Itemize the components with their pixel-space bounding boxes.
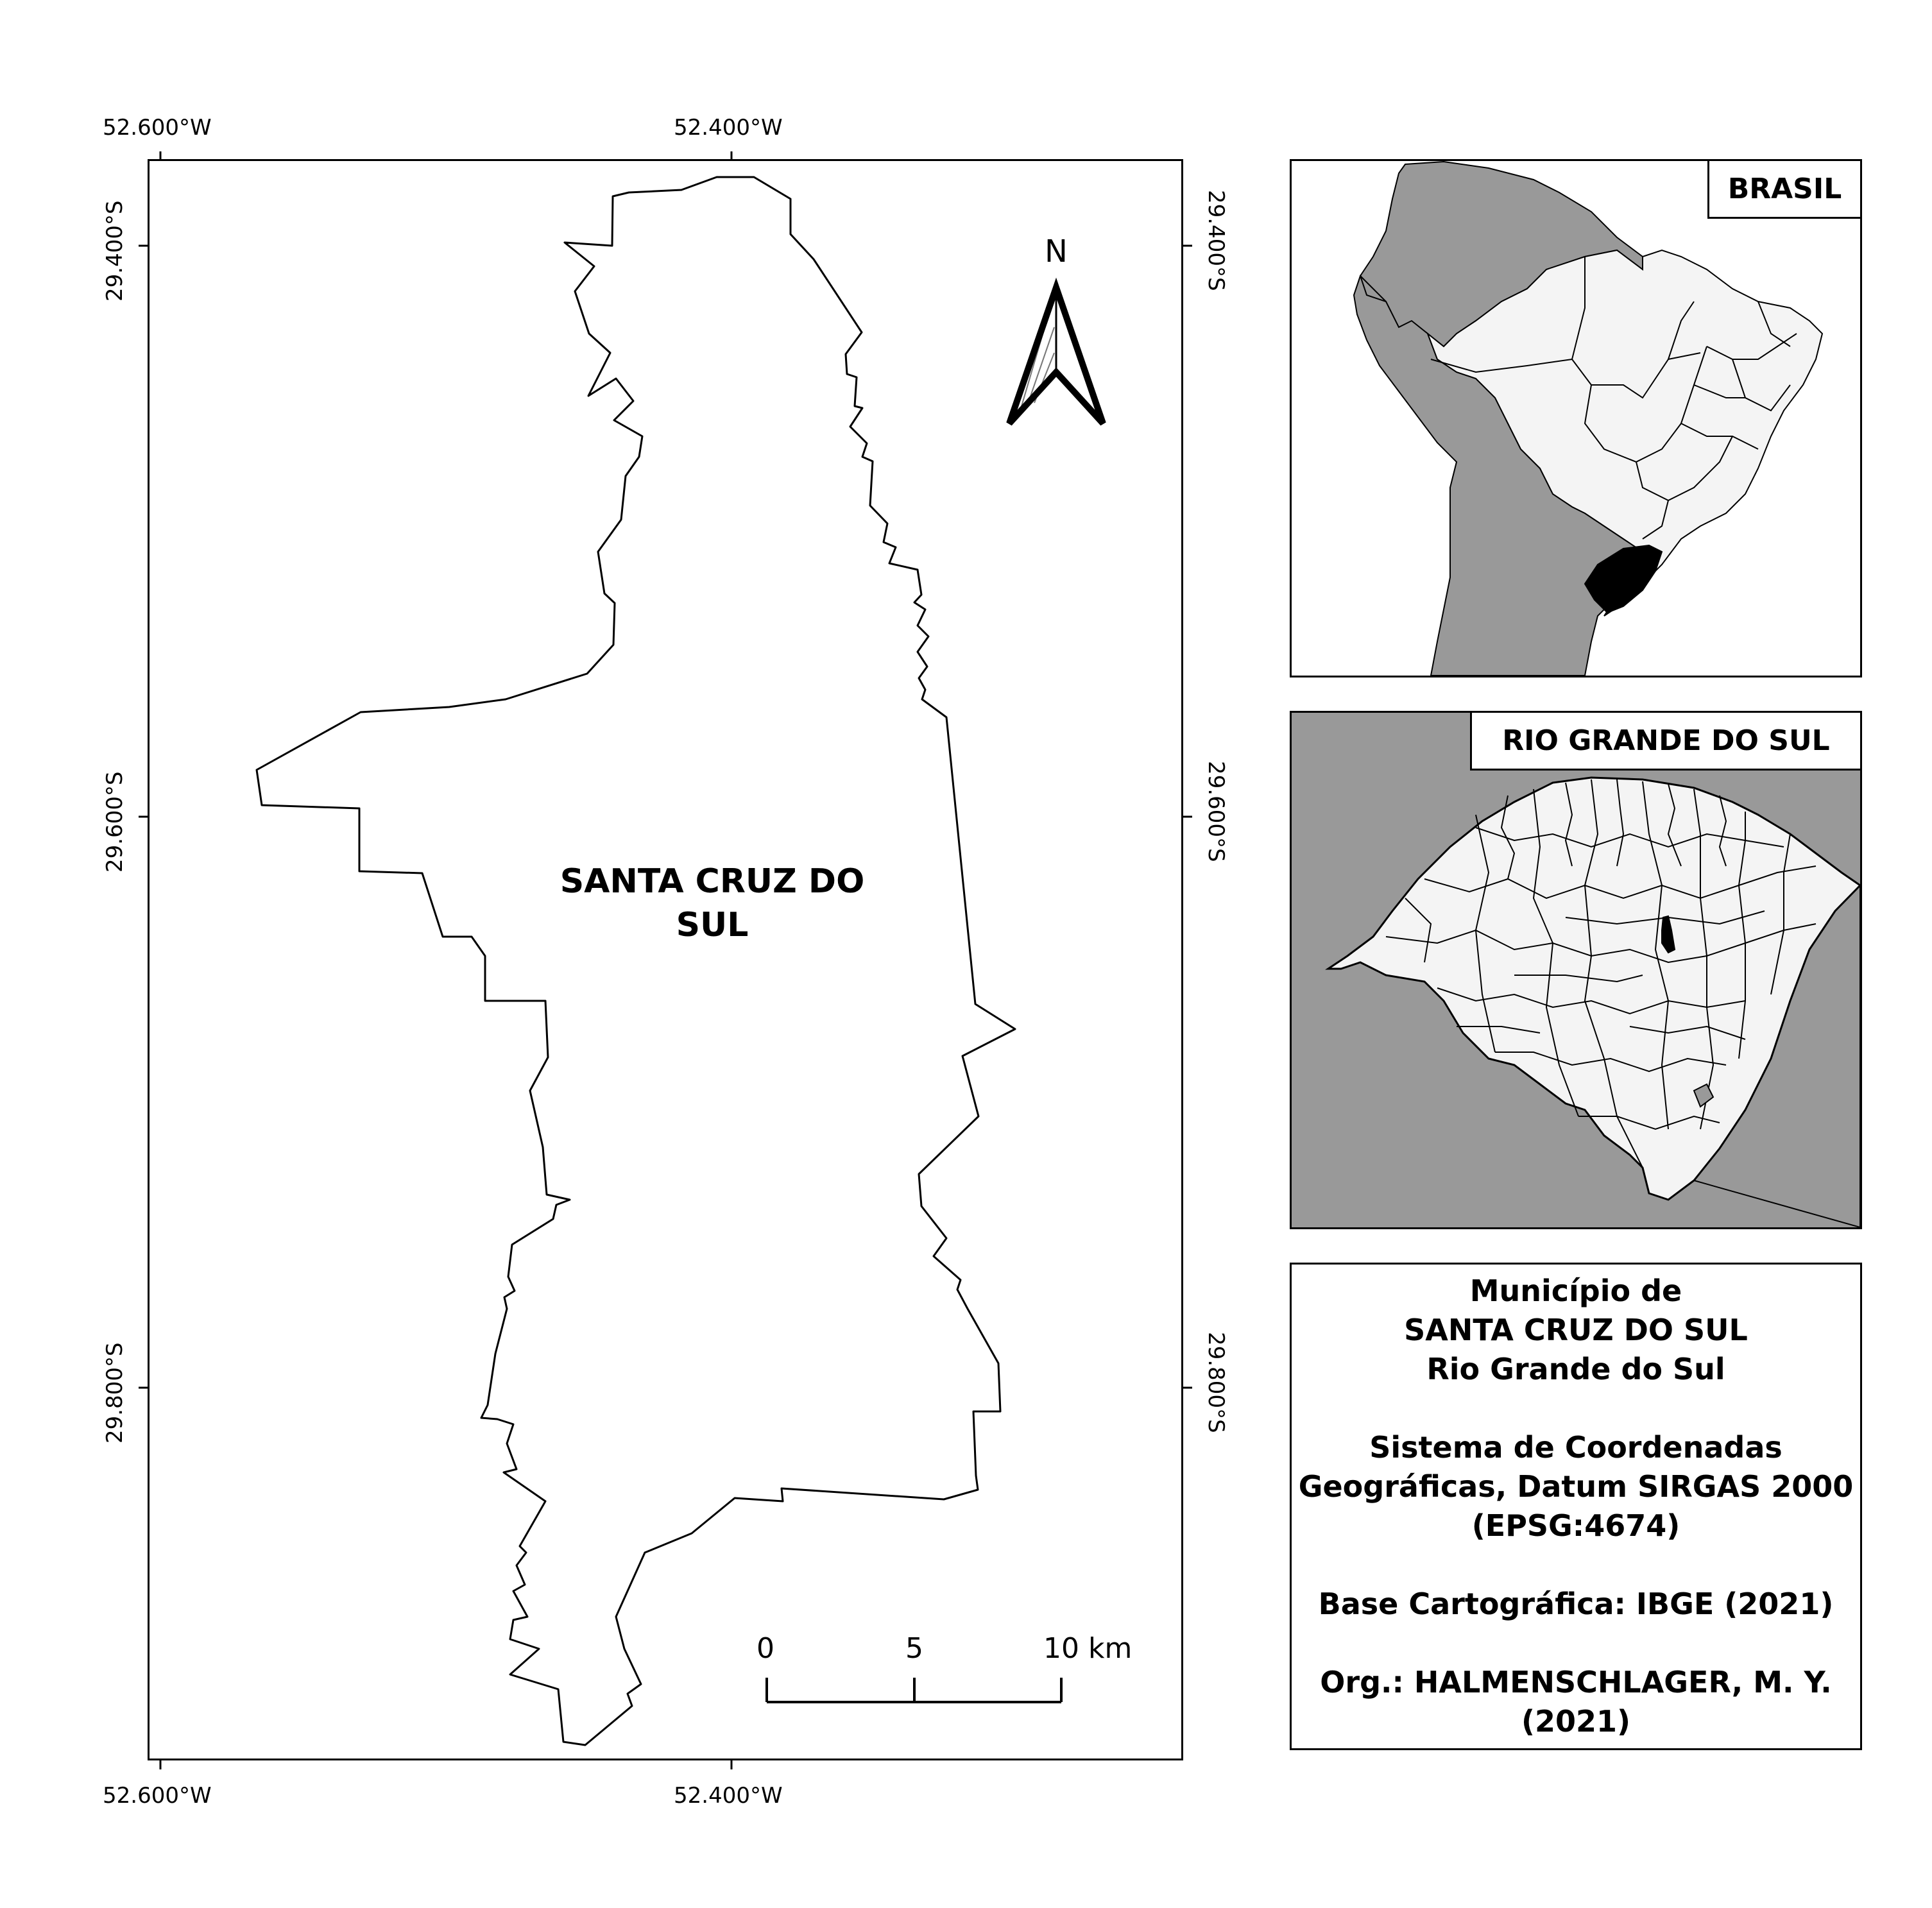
municipality-label-line2: SUL — [676, 906, 749, 944]
info-line-7: (EPSG:4674) — [1471, 1508, 1680, 1543]
info-line-9: Base Cartográfica: IBGE (2021) — [1318, 1587, 1834, 1621]
scale-bar-label-10: 10 km — [1043, 1632, 1133, 1665]
municipality-label: SANTA CRUZ DO SUL — [533, 860, 892, 947]
inset-rs-frame — [1290, 711, 1862, 1229]
right-lat-label-3: 29.800°S — [1203, 1332, 1229, 1433]
inset-brasil-frame — [1290, 159, 1862, 677]
scale-bar-label-0: 0 — [757, 1632, 774, 1665]
scale-bar — [765, 1678, 1063, 1703]
top-lon-label-1: 52.600°W — [103, 115, 212, 141]
info-line-11: Org.: HALMENSCHLAGER, M. Y. — [1320, 1665, 1832, 1699]
right-lat-label-1: 29.400°S — [1203, 190, 1229, 291]
rio-grande-do-sul-area — [1325, 776, 1860, 1201]
left-lat-label-3: 29.800°S — [102, 1342, 128, 1444]
info-line-12: (2021) — [1521, 1704, 1631, 1739]
left-lat-label-2: 29.600°S — [102, 771, 128, 873]
right-lat-label-2: 29.600°S — [1203, 761, 1229, 862]
lagoon-outline — [1693, 1083, 1714, 1108]
inset-rs-map — [1325, 776, 1860, 1227]
rio-grande-do-sul-highlight — [1584, 544, 1663, 614]
inset-brasil-title: BRASIL — [1707, 159, 1862, 219]
info-line-1: Município de — [1469, 1273, 1682, 1308]
info-line-6: Geográficas, Datum SIRGAS 2000 — [1298, 1469, 1854, 1504]
left-lat-label-1: 29.400°S — [102, 200, 128, 302]
main-map-canvas — [255, 176, 1106, 1746]
info-line-5: Sistema de Coordenadas — [1369, 1430, 1782, 1465]
brazil-state-borders — [1430, 257, 1797, 540]
santa-cruz-do-sul-highlight — [1661, 915, 1676, 954]
inset-brasil-map — [1353, 161, 1824, 676]
municipality-boundary — [255, 176, 1016, 1746]
bottom-lon-label-1: 52.600°W — [103, 1783, 212, 1809]
north-arrow-icon — [1006, 277, 1106, 426]
map-info-box: Município de SANTA CRUZ DO SUL Rio Grand… — [1290, 1263, 1862, 1750]
top-lon-label-2: 52.400°W — [674, 115, 783, 141]
rs-municipal-boundaries — [1385, 779, 1817, 1168]
scale-bar-label-5: 5 — [905, 1632, 923, 1665]
inset-rs-title: RIO GRANDE DO SUL — [1470, 711, 1862, 771]
municipality-label-line1: SANTA CRUZ DO — [560, 862, 865, 901]
bottom-lon-label-2: 52.400°W — [674, 1783, 783, 1809]
main-map-frame — [148, 159, 1183, 1760]
info-line-2: SANTA CRUZ DO SUL — [1404, 1313, 1748, 1347]
brazil-states — [1426, 249, 1824, 617]
info-line-3: Rio Grande do Sul — [1426, 1352, 1725, 1386]
north-arrow-label: N — [1045, 234, 1068, 269]
